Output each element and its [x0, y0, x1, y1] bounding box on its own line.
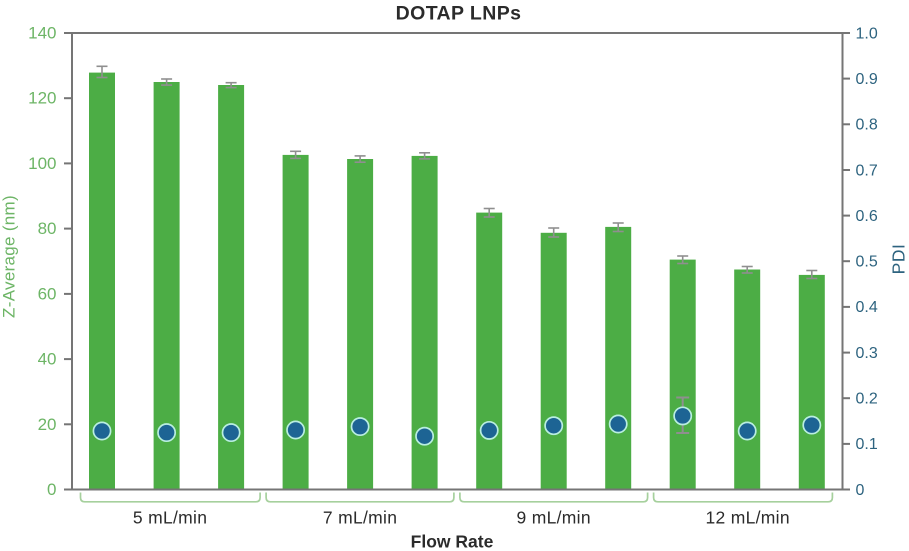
- svg-text:0.6: 0.6: [856, 208, 878, 225]
- svg-text:9 mL/min: 9 mL/min: [517, 508, 591, 528]
- svg-text:0.7: 0.7: [856, 162, 878, 179]
- svg-text:12 mL/min: 12 mL/min: [705, 508, 789, 528]
- svg-text:140: 140: [28, 24, 56, 43]
- svg-text:0.5: 0.5: [856, 254, 878, 271]
- svg-text:PDI: PDI: [889, 244, 909, 275]
- svg-text:0: 0: [856, 482, 865, 499]
- svg-text:20: 20: [38, 415, 57, 434]
- svg-text:0.2: 0.2: [856, 391, 878, 408]
- svg-text:80: 80: [38, 219, 57, 238]
- svg-text:60: 60: [38, 284, 57, 303]
- svg-text:120: 120: [28, 89, 56, 108]
- svg-text:0.4: 0.4: [856, 299, 878, 316]
- svg-text:Z-Average (nm): Z-Average (nm): [0, 195, 19, 318]
- svg-text:40: 40: [38, 350, 57, 369]
- svg-text:100: 100: [28, 154, 56, 173]
- svg-text:7 mL/min: 7 mL/min: [323, 508, 397, 528]
- svg-text:0.3: 0.3: [856, 345, 878, 362]
- svg-text:0: 0: [47, 480, 56, 499]
- svg-text:5 mL/min: 5 mL/min: [133, 508, 207, 528]
- svg-text:0.8: 0.8: [856, 117, 878, 134]
- svg-text:1.0: 1.0: [856, 25, 878, 42]
- svg-text:0.9: 0.9: [856, 71, 878, 88]
- svg-text:DOTAP LNPs: DOTAP LNPs: [396, 3, 522, 25]
- svg-text:Flow Rate: Flow Rate: [411, 532, 494, 551]
- svg-text:0.1: 0.1: [856, 436, 878, 453]
